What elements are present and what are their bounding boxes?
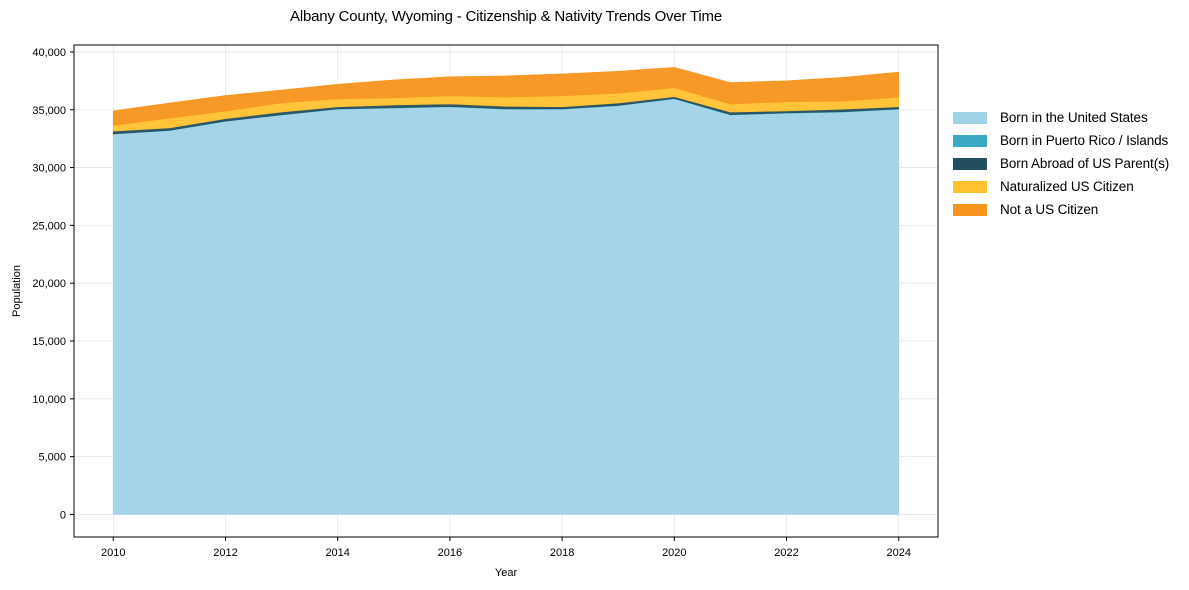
y-axis-label: Population	[11, 265, 23, 317]
plot-frame	[73, 44, 939, 538]
area-layers	[112, 67, 900, 515]
legend-item-not-citizen: Not a US Citizen	[953, 198, 1169, 221]
x-axis: 2010 2012 2014 2016 2018 2020 2022 2024	[101, 537, 911, 559]
x-tick-label: 2010	[101, 547, 125, 559]
y-tick-label: 35,000	[32, 105, 66, 117]
legend-item-born-us: Born in the United States	[953, 106, 1169, 129]
y-tick-label: 40,000	[32, 47, 66, 59]
legend-swatch	[953, 134, 987, 147]
y-tick-label: 15,000	[32, 336, 66, 348]
x-tick-label: 2024	[886, 547, 910, 559]
legend-swatch	[953, 203, 987, 216]
y-tick-label: 30,000	[32, 163, 66, 175]
y-tick-label: 5,000	[38, 452, 66, 464]
legend-item-born-abroad: Born Abroad of US Parent(s)	[953, 152, 1169, 175]
legend-label: Born in Puerto Rico / Islands	[1000, 133, 1169, 148]
y-tick-label: 20,000	[32, 278, 66, 290]
area-not-a-us-citizen	[112, 67, 900, 126]
legend-label: Born in the United States	[1000, 110, 1148, 125]
y-axis: 0 5,000 10,000 15,000 20,000 25,000 30,000 35,0…	[32, 47, 74, 521]
legend-label: Naturalized US Citizen	[1000, 179, 1134, 194]
x-tick-label: 2020	[662, 547, 686, 559]
y-tick-label: 10,000	[32, 394, 66, 406]
legend-swatch	[953, 180, 987, 193]
legend-swatch	[953, 157, 987, 170]
x-tick-label: 2014	[325, 547, 349, 559]
legend-label: Born Abroad of US Parent(s)	[1000, 156, 1170, 171]
x-tick-label: 2018	[550, 547, 574, 559]
legend-item-naturalized: Naturalized US Citizen	[953, 175, 1169, 198]
x-tick-label: 2022	[774, 547, 798, 559]
legend: Born in the United States Born in Puerto…	[953, 106, 1169, 221]
chart-title: Albany County, Wyoming - Citizenship & N…	[290, 8, 722, 25]
legend-label: Not a US Citizen	[1000, 202, 1099, 217]
y-tick-label: 25,000	[32, 220, 66, 232]
legend-item-born-puerto-rico: Born in Puerto Rico / Islands	[953, 129, 1169, 152]
area-born-in-the-united-states	[112, 98, 900, 515]
x-axis-label: Year	[495, 567, 518, 579]
x-tick-label: 2016	[438, 547, 462, 559]
x-tick-label: 2012	[213, 547, 237, 559]
legend-swatch	[953, 111, 987, 124]
y-tick-label: 0	[60, 509, 66, 521]
